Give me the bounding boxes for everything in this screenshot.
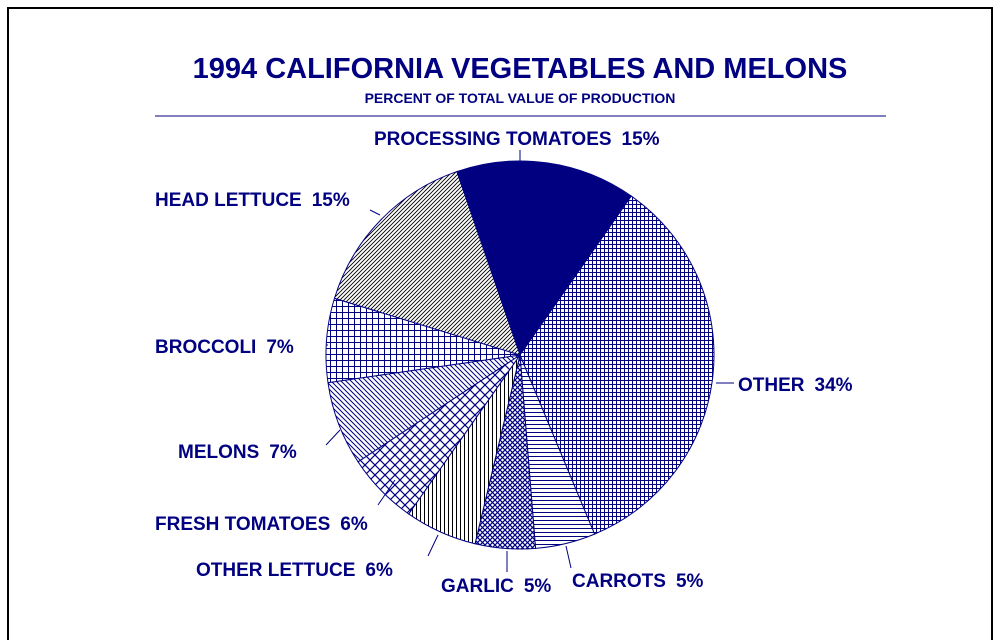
- slice-label: GARLIC 5%: [441, 576, 551, 597]
- slice-name: GARLIC: [441, 576, 514, 597]
- slice-name: CARROTS: [572, 571, 666, 592]
- slice-value: 6%: [340, 514, 368, 535]
- slice-label: FRESH TOMATOES 6%: [155, 514, 368, 535]
- slice-value: 7%: [269, 442, 297, 463]
- slice-value: 7%: [266, 337, 294, 358]
- pie-slice: [519, 195, 715, 535]
- slice-name: OTHER: [738, 375, 805, 396]
- slice-label: PROCESSING TOMATOES 15%: [374, 129, 660, 150]
- pie-slice: [333, 170, 521, 356]
- slice-label: CARROTS 5%: [572, 571, 704, 592]
- slice-value: 5%: [676, 571, 704, 592]
- slice-label: OTHER LETTUCE 6%: [196, 560, 393, 581]
- slice-value: 6%: [365, 560, 393, 581]
- leader-line: [325, 429, 341, 446]
- slice-name: FRESH TOMATOES: [155, 514, 330, 535]
- slice-value: 15%: [312, 190, 350, 211]
- slice-name: HEAD LETTUCE: [155, 190, 302, 211]
- leader-line: [377, 479, 396, 506]
- slice-label: HEAD LETTUCE 15%: [155, 190, 350, 211]
- slice-label: MELONS 7%: [178, 442, 297, 463]
- pie-slice: [456, 160, 632, 357]
- slice-name: BROCCOLI: [155, 337, 256, 358]
- slice-name: PROCESSING TOMATOES: [374, 129, 612, 150]
- slice-label: OTHER 34%: [738, 375, 853, 396]
- leader-line: [565, 545, 572, 569]
- chart-subtitle: PERCENT OF TOTAL VALUE OF PRODUCTION: [365, 90, 676, 106]
- slice-value: 15%: [622, 129, 660, 150]
- slice-label: BROCCOLI 7%: [155, 337, 294, 358]
- slice-name: MELONS: [178, 442, 259, 463]
- slice-name: OTHER LETTUCE: [196, 560, 355, 581]
- slice-value: 34%: [815, 375, 853, 396]
- leader-line: [369, 209, 381, 216]
- leader-line: [427, 534, 439, 557]
- frame: [7, 7, 993, 640]
- slice-value: 5%: [524, 576, 552, 597]
- chart-title: 1994 CALIFORNIA VEGETABLES AND MELONS: [193, 53, 848, 85]
